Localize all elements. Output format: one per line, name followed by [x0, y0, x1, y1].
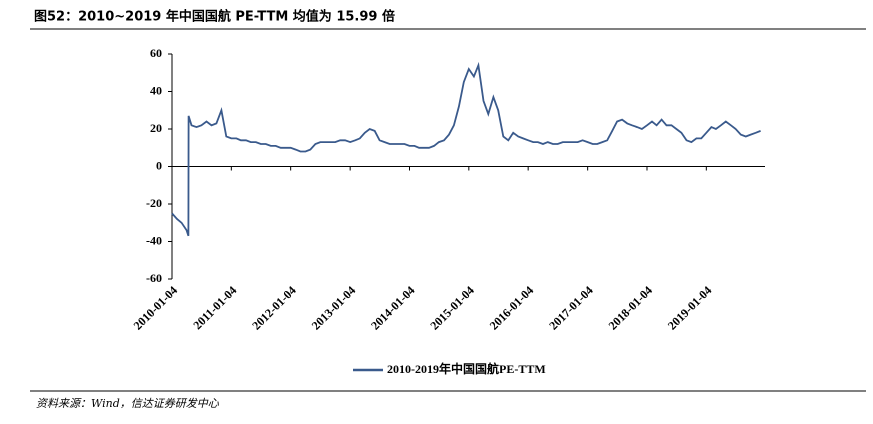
y-tick-label: -20 — [146, 196, 162, 210]
series-line — [171, 61, 761, 237]
y-tick-label: 0 — [156, 158, 162, 172]
x-tick-label: 2017-01-04 — [546, 283, 595, 332]
source: 资料来源：Wind，信达证券研发中心 — [36, 397, 220, 410]
y-tick-label: 40 — [150, 83, 162, 97]
x-tick-label: 2010-01-04 — [131, 283, 180, 332]
y-tick-label: 60 — [150, 46, 162, 60]
x-tick-label: 2012-01-04 — [249, 283, 298, 332]
y-tick-label: -60 — [146, 271, 162, 285]
x-tick-label: 2019-01-04 — [665, 283, 714, 332]
x-tick-label: 2011-01-04 — [190, 283, 239, 332]
chart-title: 图52：2010~2019 年中国国航 PE-TTM 均值为 15.99 倍 — [34, 9, 395, 25]
x-tick-label: 2014-01-04 — [368, 283, 417, 332]
x-tick-label: 2015-01-04 — [427, 283, 476, 332]
x-tick-label: 2013-01-04 — [309, 283, 358, 332]
y-tick-label: -40 — [146, 233, 162, 247]
y-tick-label: 20 — [150, 121, 162, 135]
legend-label: 2010-2019年中国国航PE-TTM — [387, 361, 546, 376]
x-tick-label: 2016-01-04 — [487, 283, 536, 332]
x-tick-label: 2018-01-04 — [606, 283, 655, 332]
